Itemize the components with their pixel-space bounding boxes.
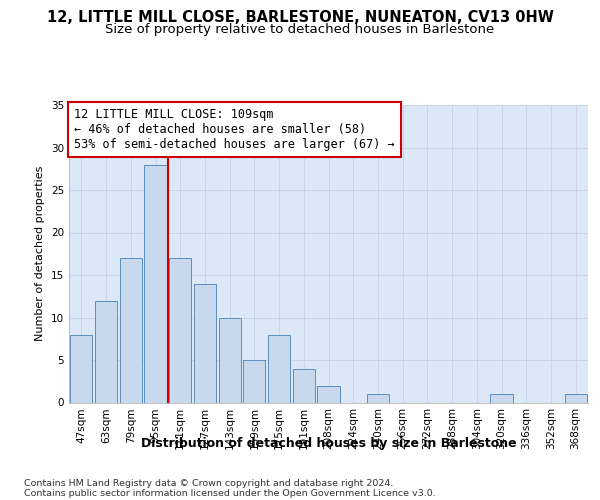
Bar	[367, 394, 389, 402]
Text: Distribution of detached houses by size in Barlestone: Distribution of detached houses by size …	[141, 438, 517, 450]
Text: 12 LITTLE MILL CLOSE: 109sqm
← 46% of detached houses are smaller (58)
53% of se: 12 LITTLE MILL CLOSE: 109sqm ← 46% of de…	[74, 108, 395, 151]
Text: Size of property relative to detached houses in Barlestone: Size of property relative to detached ho…	[106, 22, 494, 36]
Bar	[95, 300, 117, 402]
Y-axis label: Number of detached properties: Number of detached properties	[35, 166, 46, 342]
Text: Contains HM Land Registry data © Crown copyright and database right 2024.
Contai: Contains HM Land Registry data © Crown c…	[24, 479, 436, 498]
Bar	[243, 360, 265, 403]
Bar	[194, 284, 216, 403]
Bar	[565, 394, 587, 402]
Bar	[293, 368, 315, 402]
Bar	[145, 164, 167, 402]
Bar	[218, 318, 241, 402]
Bar	[70, 334, 92, 402]
Bar	[169, 258, 191, 402]
Bar	[317, 386, 340, 402]
Bar	[490, 394, 512, 402]
Bar	[119, 258, 142, 402]
Bar	[268, 334, 290, 402]
Text: 12, LITTLE MILL CLOSE, BARLESTONE, NUNEATON, CV13 0HW: 12, LITTLE MILL CLOSE, BARLESTONE, NUNEA…	[47, 10, 553, 25]
